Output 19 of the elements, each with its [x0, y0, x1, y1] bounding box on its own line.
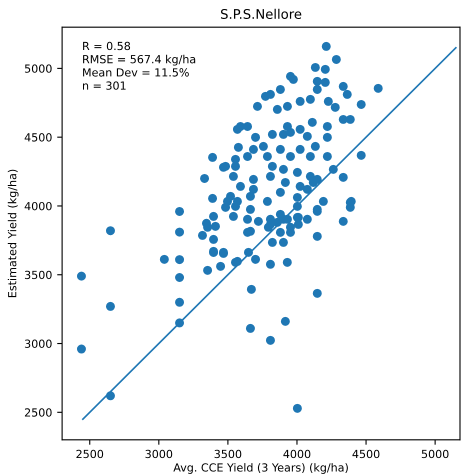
y-axis-title: Estimated Yield (kg/ha) [8, 170, 19, 298]
annotation: R = 0.58 [83, 42, 130, 50]
x-tick-label: 4500 [352, 450, 380, 458]
x-axis-title: Avg. CCE Yield (3 Years) (kg/ha) [173, 463, 348, 474]
annotation: RMSE = 567.4 kg/ha [83, 54, 196, 66]
y-tick-label: 2500 [24, 408, 52, 417]
annotation: n = 301 [83, 81, 126, 90]
x-tick-label: 2500 [76, 450, 104, 458]
x-tick-label: 5000 [422, 450, 449, 458]
y-tick-label: 4500 [24, 133, 52, 142]
y-tick-label: 5000 [24, 64, 52, 73]
y-tick-label: 3000 [24, 340, 52, 348]
y-tick-label: 3500 [24, 270, 52, 280]
annotation: Mean Dev = 11.5% [83, 68, 189, 77]
chart-title: S.P.S.Nellore [220, 8, 302, 19]
x-tick-label: 4000 [283, 450, 310, 458]
x-tick-label: 3500 [214, 450, 242, 458]
x-tick-label: 3000 [146, 450, 172, 458]
y-tick-label: 4000 [24, 202, 52, 210]
